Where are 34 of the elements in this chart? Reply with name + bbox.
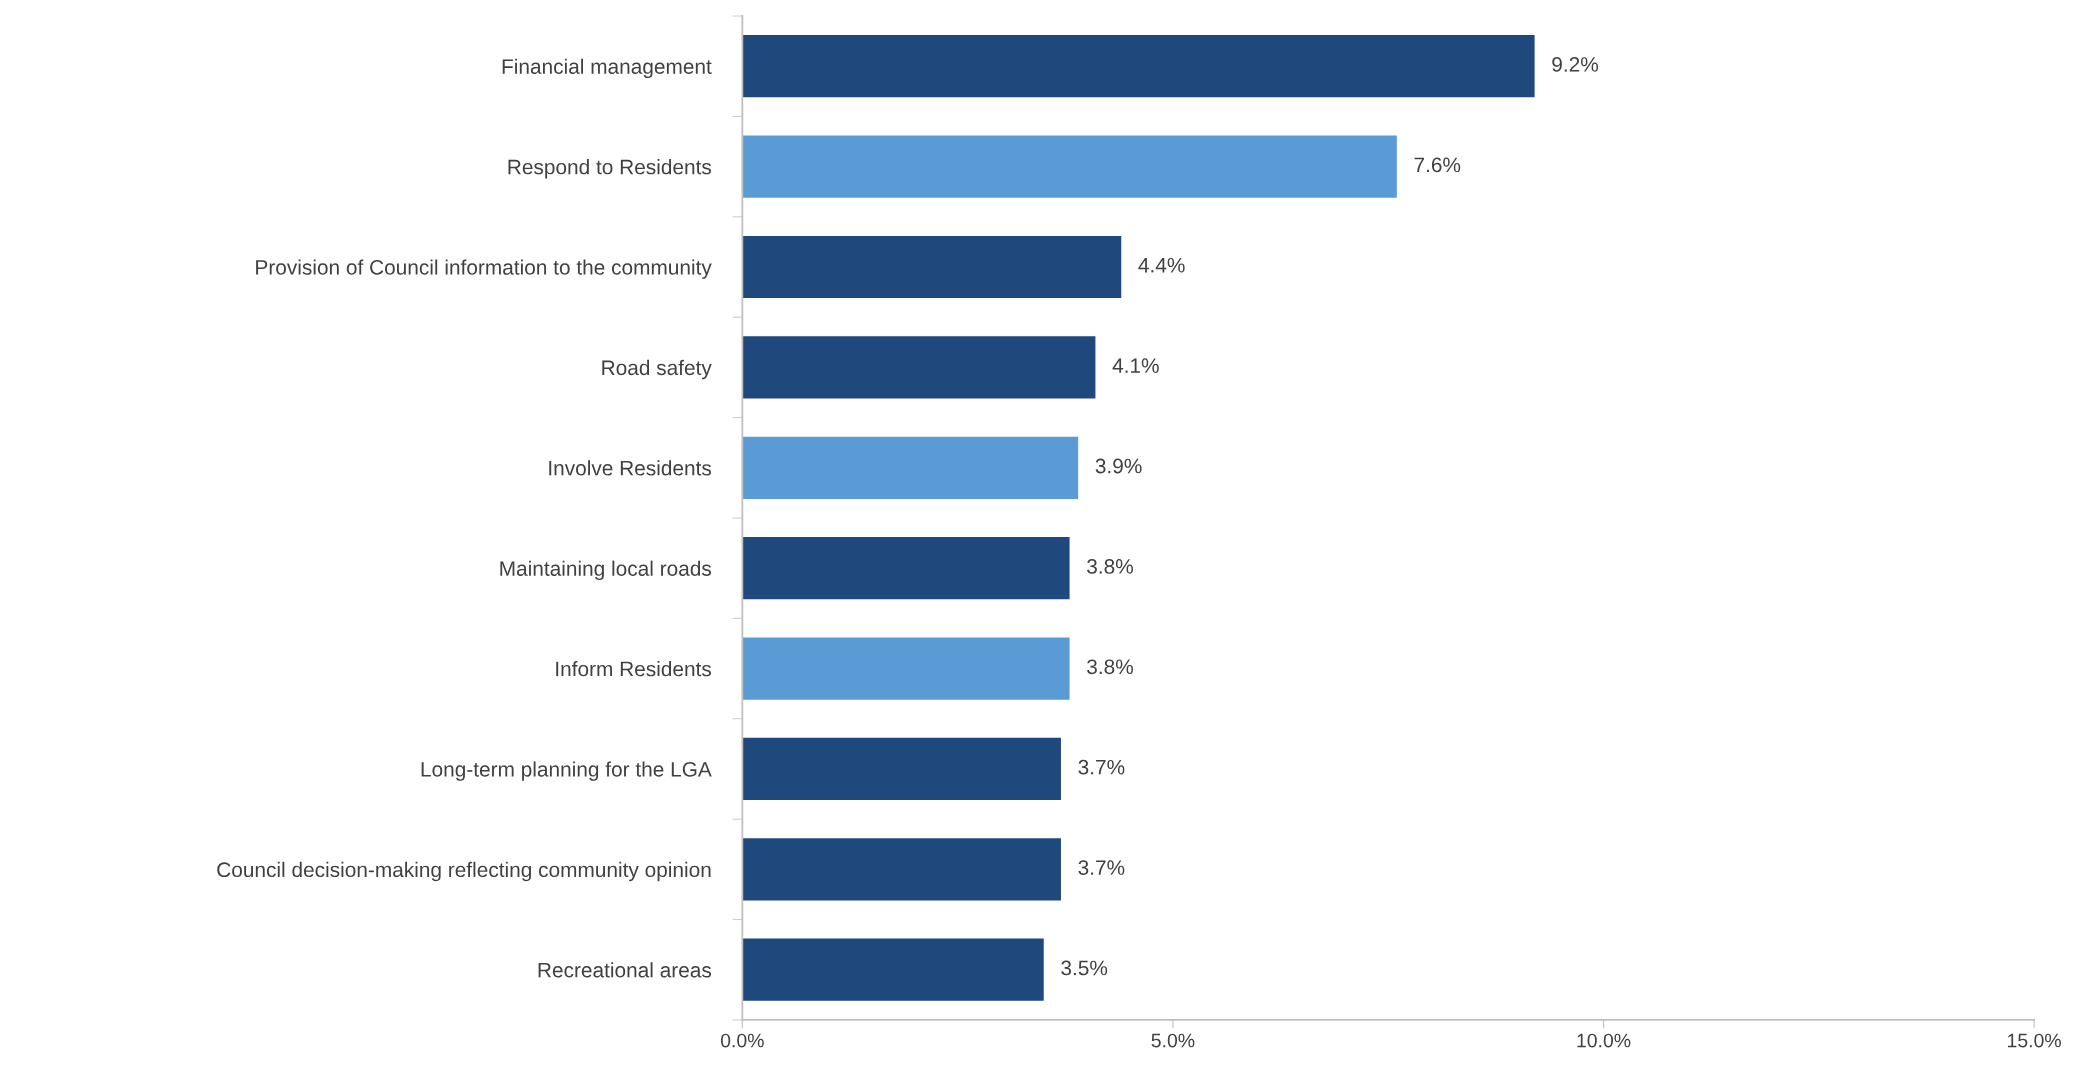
- bar: [742, 35, 1535, 98]
- y-tick-label: Involve Residents: [549, 460, 712, 476]
- data-label: 7.6%: [1414, 157, 1461, 173]
- data-label: 4.4%: [1138, 257, 1185, 273]
- data-label: 3.7%: [1078, 759, 1125, 775]
- bar: [742, 938, 1044, 1001]
- bar: [742, 135, 1397, 198]
- y-tick-label: Council decision-making reflecting community opinion: [217, 861, 711, 882]
- y-tick-label: Respond to Residents: [508, 159, 712, 179]
- y-tick-label: Maintaining local roads: [500, 560, 712, 581]
- x-tick-label: 0.0%: [720, 1033, 764, 1048]
- data-label: 9.2%: [1552, 57, 1599, 72]
- bar: [742, 637, 1070, 700]
- data-label: 3.8%: [1087, 559, 1133, 574]
- y-tick-label: Provision of Council information to the community: [256, 259, 712, 279]
- y-tick-label: Inform Residents: [556, 661, 712, 677]
- data-label: 4.1%: [1112, 358, 1159, 373]
- x-tick-label: 5.0%: [1151, 1033, 1195, 1048]
- data-label: 3.8%: [1087, 659, 1133, 675]
- data-label: 3.7%: [1078, 860, 1125, 875]
- x-tick-label: 10.0%: [1577, 1033, 1631, 1048]
- bar: [742, 537, 1070, 600]
- y-tick-label: Financial management: [502, 58, 712, 79]
- y-tick-label: Recreational areas: [538, 962, 712, 978]
- y-tick-label: Long-term planning for the LGA: [421, 761, 712, 781]
- x-tick-label: 15.0%: [2008, 1033, 2061, 1048]
- bar: [742, 838, 1061, 901]
- data-label: 3.5%: [1061, 960, 1108, 976]
- bar: [742, 737, 1061, 801]
- bar: [742, 235, 1122, 299]
- bar: [742, 336, 1096, 399]
- data-label: 3.9%: [1095, 458, 1142, 474]
- bar: [742, 436, 1079, 499]
- y-tick-label: Road safety: [602, 359, 712, 380]
